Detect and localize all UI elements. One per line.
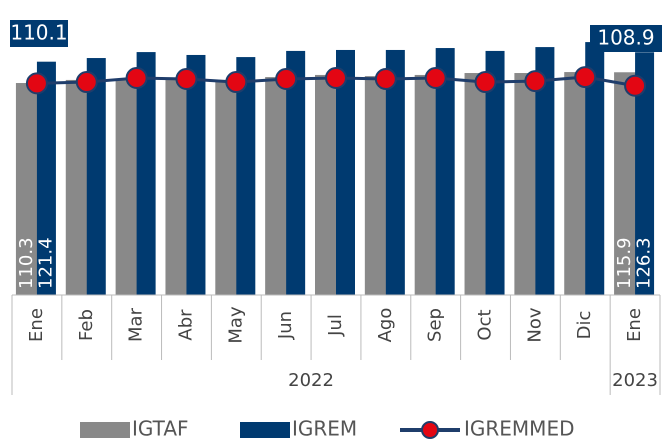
line-marker [25, 72, 48, 95]
bar [414, 74, 437, 295]
bar [265, 77, 288, 295]
bar-value-label: 110.3 [16, 237, 37, 289]
line-value-label: 108.9 [597, 26, 654, 50]
line-marker [225, 71, 248, 94]
line-marker [474, 71, 497, 94]
line-marker [325, 67, 347, 90]
bar [236, 57, 256, 296]
bar [364, 76, 387, 295]
bar [514, 73, 537, 295]
bar [215, 79, 238, 296]
legend-marker [421, 421, 439, 439]
line-marker [524, 70, 547, 93]
line-marker [275, 67, 298, 90]
label-box [590, 25, 662, 52]
x-tick-label: Sep [425, 308, 446, 342]
bar [65, 79, 88, 296]
legend-label: IGREM [292, 417, 357, 441]
x-tick-label: Abr [175, 309, 196, 341]
bar [585, 42, 605, 295]
bar [136, 52, 156, 295]
bar [36, 61, 56, 296]
x-tick-label: Feb [76, 309, 97, 341]
bar [385, 49, 405, 296]
line-marker [424, 67, 447, 90]
bar [165, 78, 188, 295]
line-marker [175, 67, 198, 90]
bar-value-label: 115.9 [614, 237, 635, 289]
bar [86, 58, 106, 295]
line-marker [374, 67, 397, 90]
line-marker [624, 74, 647, 97]
legend-swatch [80, 422, 130, 438]
bar [186, 54, 206, 295]
x-tick-label: Ene [624, 308, 645, 342]
legend-label: IGTAF [132, 417, 189, 441]
x-tick-label: Dic [574, 311, 595, 340]
label-box [10, 20, 68, 47]
x-tick-label: Jun [275, 311, 296, 340]
line-marker [125, 67, 148, 90]
bar [336, 49, 355, 296]
x-tick-label: Nov [524, 307, 545, 342]
bar [435, 48, 455, 296]
bar [286, 50, 306, 295]
line-value-label: 110.1 [10, 21, 67, 45]
x-tick-label: Mar [126, 307, 147, 342]
group-label: 2022 [288, 370, 334, 391]
x-tick-label: Jul [325, 314, 346, 337]
line-marker [75, 71, 98, 94]
line-marker [574, 66, 597, 89]
bar-value-label: 121.4 [35, 237, 56, 289]
bar [635, 52, 655, 295]
x-tick-label: Ene [26, 308, 47, 342]
bar-value-label: 126.3 [634, 237, 655, 289]
bar [564, 72, 587, 295]
group-label: 2023 [612, 370, 658, 391]
x-tick-label: May [225, 306, 246, 344]
x-tick-label: Oct [475, 309, 496, 340]
legend-swatch [240, 422, 290, 438]
bar [464, 73, 487, 295]
legend-label: IGREMMED [464, 417, 574, 441]
bar [614, 72, 637, 295]
bar [485, 50, 505, 295]
bar [15, 83, 38, 296]
x-tick-label: Ago [375, 308, 396, 343]
bar [315, 74, 337, 295]
bar [535, 47, 555, 296]
bar [115, 78, 138, 295]
